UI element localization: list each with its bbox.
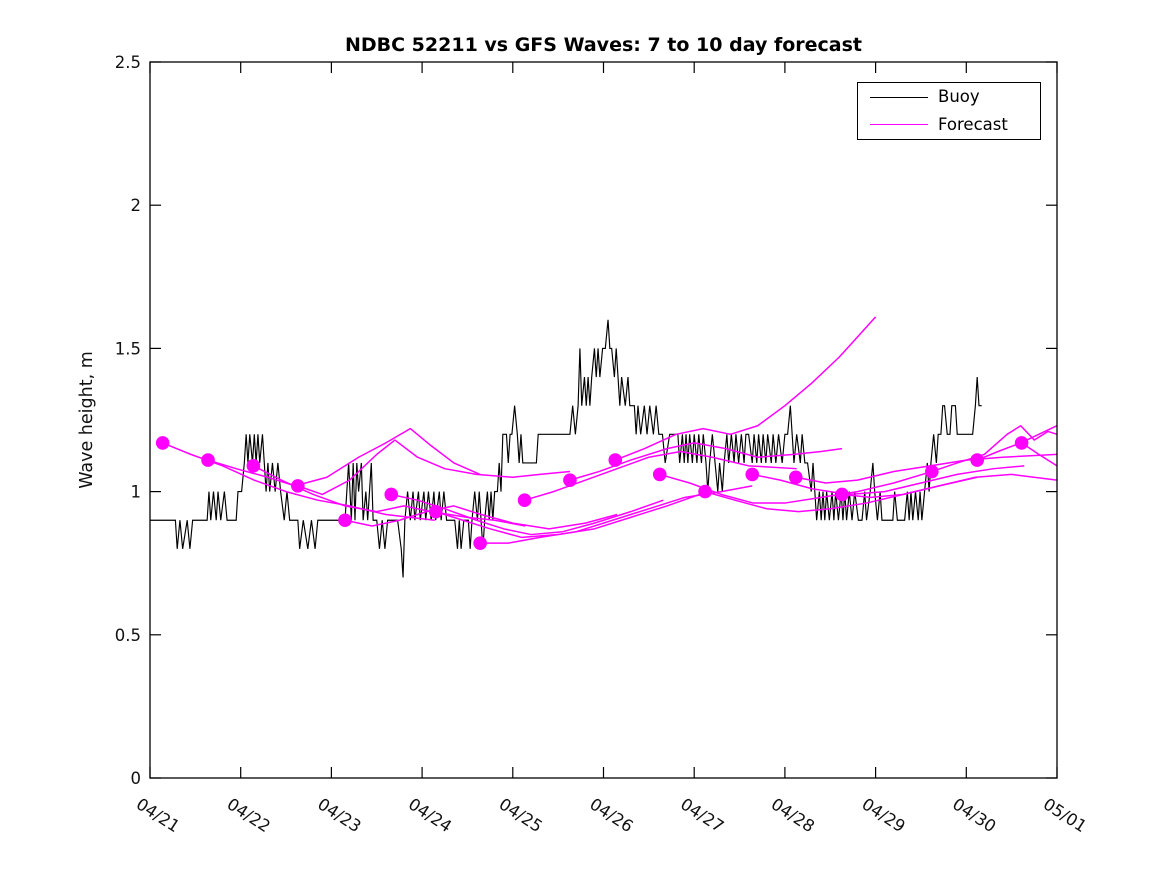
forecast-marker-5 <box>384 487 399 502</box>
forecast-line-3 <box>297 439 571 496</box>
forecast-marker-13 <box>745 467 760 482</box>
x-tick-label-0: 04/21 <box>133 794 183 836</box>
legend-label-buoy: Buoy <box>938 86 980 106</box>
forecast-line-10 <box>615 316 877 461</box>
y-tick-label-1: 0.5 <box>115 626 141 645</box>
y-tick-label-0: 0 <box>131 769 142 788</box>
x-tick-label-3: 04/24 <box>405 794 455 836</box>
forecast-marker-10 <box>608 453 623 467</box>
forecast-marker-9 <box>563 473 577 487</box>
forecast-marker-14 <box>788 470 803 485</box>
forecast-marker-12 <box>698 484 712 499</box>
legend: Buoy Forecast <box>857 82 1041 140</box>
forecast-line-swatch <box>870 124 928 126</box>
y-tick-label-3: 1.5 <box>115 339 141 358</box>
x-tick-label-5: 04/26 <box>586 794 636 836</box>
chart-title: NDBC 52211 vs GFS Waves: 7 to 10 day for… <box>344 34 863 56</box>
forecast-marker-17 <box>970 453 984 467</box>
y-tick-label-2: 1 <box>131 483 142 502</box>
forecast-line-14 <box>795 453 1058 484</box>
x-tick-label-4: 04/25 <box>496 794 546 836</box>
forecast-line-13 <box>752 465 1025 496</box>
forecast-marker-7 <box>473 536 487 550</box>
forecast-marker-1 <box>201 453 215 467</box>
y-tick-label-4: 2 <box>131 196 142 215</box>
forecast-marker-4 <box>338 513 352 528</box>
forecast-marker-18 <box>1014 436 1029 450</box>
legend-item-forecast: Forecast <box>858 111 1040 138</box>
x-tick-label-9: 04/30 <box>949 794 999 836</box>
forecast-marker-6 <box>428 504 443 519</box>
forecast-marker-2 <box>246 459 261 473</box>
x-tick-label-2: 04/23 <box>314 794 364 836</box>
forecast-line-5 <box>391 493 664 536</box>
forecast-line-1 <box>207 427 481 487</box>
x-tick-label-10: 05/01 <box>1040 794 1090 836</box>
forecast-marker-8 <box>517 493 532 507</box>
forecast-line-18 <box>1021 442 1058 467</box>
legend-label-forecast: Forecast <box>938 114 1008 134</box>
y-tick-label-5: 2.5 <box>115 53 141 72</box>
axes-box <box>149 61 1058 779</box>
forecast-marker-0 <box>155 436 170 450</box>
forecast-line-4 <box>344 505 618 530</box>
forecast-marker-3 <box>291 479 305 493</box>
forecast-marker-16 <box>925 464 939 479</box>
forecast-line-8 <box>524 450 797 501</box>
y-axis-label: Wave height, m <box>77 351 97 489</box>
forecast-marker-11 <box>652 467 667 482</box>
forecast-marker-15 <box>835 487 849 502</box>
forecast-line-15 <box>841 473 1058 499</box>
forecast-line-16 <box>931 424 1058 473</box>
x-tick-label-6: 04/27 <box>677 794 727 836</box>
buoy-line-swatch <box>870 96 928 98</box>
x-tick-label-8: 04/29 <box>858 794 908 836</box>
x-tick-label-1: 04/22 <box>224 794 274 836</box>
x-tick-label-7: 04/28 <box>768 794 818 836</box>
legend-item-buoy: Buoy <box>858 84 1040 111</box>
buoy-line <box>150 319 982 578</box>
